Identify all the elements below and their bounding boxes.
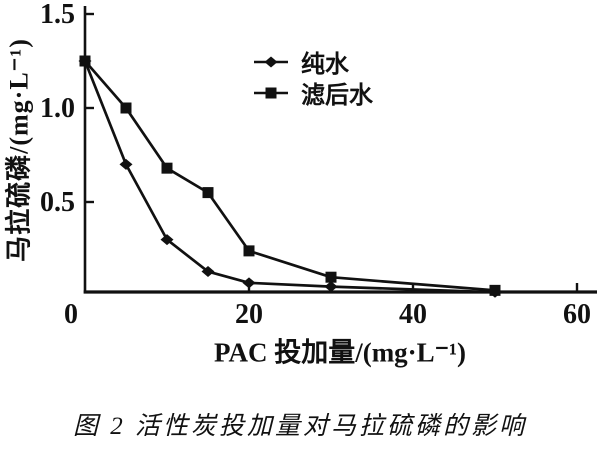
x-tick-label: 0 — [64, 299, 78, 330]
legend: 纯水 滤后水 — [253, 46, 373, 109]
y-tick-label: 0.5 — [40, 187, 75, 218]
x-tick-label: 40 — [399, 299, 427, 330]
diamond-marker — [201, 266, 215, 278]
square-marker — [161, 162, 173, 174]
legend-label-filtered-water: 滤后水 — [301, 82, 373, 109]
x-tick-label: 20 — [235, 299, 263, 330]
legend-item-pure-water: 纯水 — [253, 46, 373, 78]
y-axis-label: 马拉硫磷/(mg·L⁻¹) — [4, 38, 34, 262]
square-marker — [202, 187, 214, 199]
x-axis-label: PAC 投加量/(mg·L⁻¹) — [213, 337, 467, 368]
diamond-marker — [264, 56, 278, 67]
y-tick-label: 1.0 — [40, 93, 75, 124]
series-filtered-water — [79, 55, 501, 296]
figure-caption: 图 2 活性炭投加量对马拉硫磷的影响 — [72, 413, 528, 440]
chart-plot-area: 0.5 1.0 1.5 0 20 40 60 — [40, 0, 597, 330]
diamond-marker-icon — [254, 56, 288, 67]
square-marker — [120, 102, 132, 114]
diamond-marker — [324, 281, 338, 293]
diamond-marker — [160, 234, 174, 246]
legend-item-filtered-water: 滤后水 — [253, 77, 373, 109]
legend-label-pure-water: 纯水 — [301, 51, 349, 78]
square-marker — [265, 87, 277, 98]
x-tick-label: 60 — [563, 299, 591, 330]
diamond-marker — [119, 158, 133, 170]
square-marker-icon — [254, 87, 288, 98]
square-marker — [79, 55, 91, 67]
y-tick-label: 1.5 — [40, 0, 75, 30]
square-marker — [243, 245, 255, 257]
square-marker — [489, 284, 501, 296]
square-marker — [325, 271, 337, 283]
diamond-marker — [242, 277, 256, 289]
